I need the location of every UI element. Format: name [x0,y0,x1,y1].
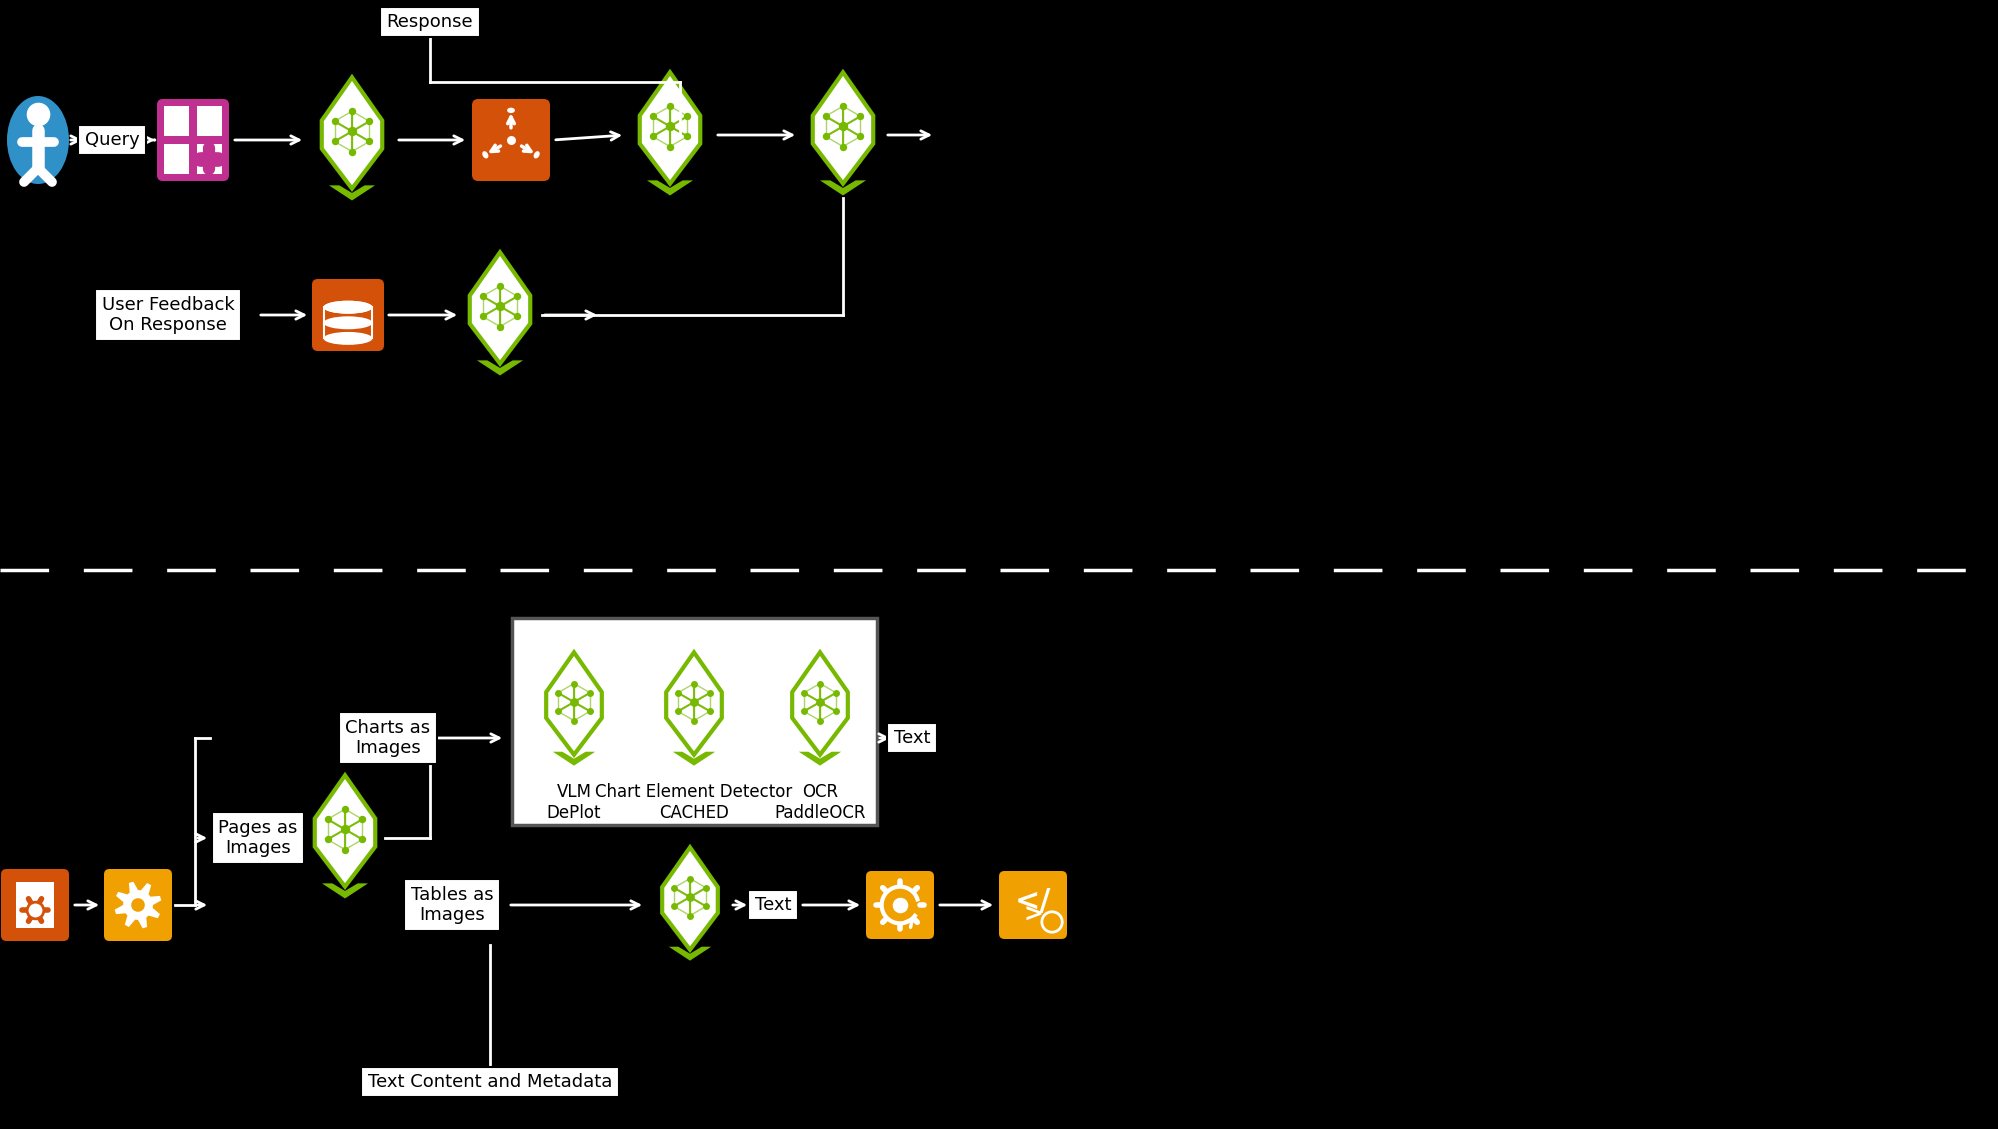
Text: Text: Text [755,896,791,914]
Ellipse shape [324,300,372,314]
FancyBboxPatch shape [196,143,222,174]
Polygon shape [669,947,711,961]
Ellipse shape [533,151,539,158]
Polygon shape [545,653,601,754]
Text: Charts as
Images: Charts as Images [346,718,430,758]
Polygon shape [673,752,715,765]
Ellipse shape [324,316,372,330]
Polygon shape [314,776,376,886]
Polygon shape [553,752,595,765]
Text: Text Content and Metadata: Text Content and Metadata [368,1073,611,1091]
FancyBboxPatch shape [312,279,384,351]
Text: OCR
PaddleOCR: OCR PaddleOCR [773,784,865,822]
Ellipse shape [482,151,488,158]
FancyBboxPatch shape [865,870,933,939]
Text: Text: Text [893,729,929,747]
Polygon shape [665,653,721,754]
Polygon shape [813,72,873,184]
Polygon shape [322,78,382,189]
Polygon shape [661,848,717,949]
Text: Tables as
Images: Tables as Images [410,885,494,925]
Ellipse shape [507,107,515,113]
Text: Chart Element Detector
CACHED: Chart Element Detector CACHED [595,784,793,822]
Ellipse shape [324,300,372,314]
Text: User Feedback
On Response: User Feedback On Response [102,296,234,334]
Polygon shape [470,253,529,364]
FancyBboxPatch shape [158,99,230,181]
Polygon shape [819,181,865,195]
FancyBboxPatch shape [472,99,549,181]
Text: Chart Extraction: Chart Extraction [527,599,719,620]
FancyBboxPatch shape [164,106,190,137]
Polygon shape [799,752,841,765]
Text: Query: Query [84,131,140,149]
Polygon shape [478,360,523,376]
Text: Pages as
Images: Pages as Images [218,819,298,857]
Text: >: > [1023,903,1043,927]
Polygon shape [647,181,693,195]
FancyBboxPatch shape [18,883,52,928]
FancyBboxPatch shape [511,618,877,825]
Polygon shape [322,883,368,899]
Ellipse shape [324,332,372,344]
FancyBboxPatch shape [16,882,54,928]
FancyBboxPatch shape [2,869,70,940]
Polygon shape [330,185,376,201]
Text: Response: Response [386,14,474,30]
Circle shape [132,899,144,912]
Polygon shape [114,882,162,928]
FancyBboxPatch shape [999,870,1067,939]
Ellipse shape [8,96,70,184]
FancyBboxPatch shape [164,143,190,174]
Text: VLM
DePlot: VLM DePlot [547,784,601,822]
Text: </: </ [1015,887,1051,916]
Polygon shape [639,72,699,184]
FancyBboxPatch shape [196,106,222,137]
FancyBboxPatch shape [104,869,172,940]
Polygon shape [791,653,847,754]
